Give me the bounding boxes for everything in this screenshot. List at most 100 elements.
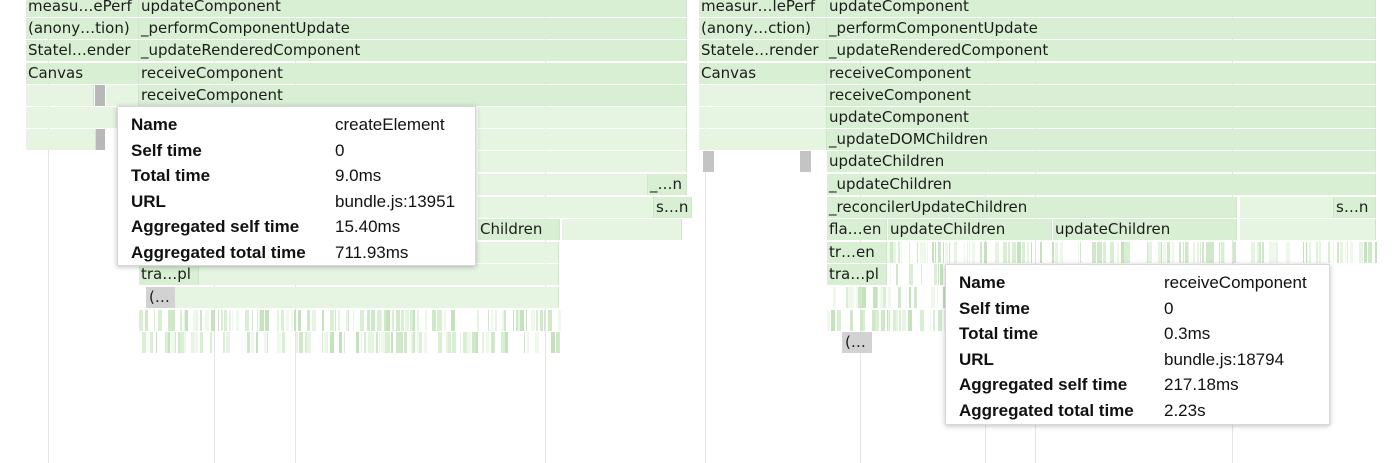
frame-sliver[interactable] bbox=[858, 287, 862, 308]
frame-child[interactable] bbox=[478, 107, 687, 128]
frame-sliver[interactable] bbox=[920, 310, 924, 331]
frame-sliver[interactable] bbox=[914, 287, 917, 308]
frame-sliver[interactable] bbox=[413, 332, 415, 353]
frame-selected[interactable] bbox=[703, 151, 714, 172]
frame-short-n-right[interactable]: s…n bbox=[1334, 197, 1376, 218]
frame-flatten[interactable]: fla…en bbox=[827, 219, 887, 240]
frame-sliver[interactable] bbox=[526, 310, 527, 331]
frame-sliver[interactable] bbox=[361, 310, 364, 331]
frame-update-rendered-component[interactable]: _updateRenderedComponent bbox=[139, 40, 687, 61]
frame-sliver[interactable] bbox=[229, 310, 231, 331]
frame-sliver[interactable] bbox=[896, 310, 898, 331]
frame-sliver[interactable] bbox=[831, 310, 835, 331]
frame-sliver[interactable] bbox=[467, 332, 471, 353]
frame-child[interactable] bbox=[699, 129, 827, 150]
frame-sliver[interactable] bbox=[150, 332, 153, 353]
frame-sliver[interactable] bbox=[846, 287, 848, 308]
frame-sliver[interactable] bbox=[1055, 242, 1058, 263]
frame-sliver[interactable] bbox=[194, 332, 198, 353]
frame-sliver[interactable] bbox=[540, 310, 543, 331]
frame-sliver[interactable] bbox=[524, 332, 525, 353]
frame-sliver[interactable] bbox=[980, 242, 982, 263]
frame-update-component-2-right[interactable]: updateComponent bbox=[827, 107, 1376, 128]
frame-sliver[interactable] bbox=[180, 332, 184, 353]
frame-sliver[interactable] bbox=[377, 310, 381, 331]
frame-sliver[interactable] bbox=[501, 332, 505, 353]
frame-selected[interactable] bbox=[95, 85, 105, 106]
frame-sliver[interactable] bbox=[232, 310, 233, 331]
frame-sliver[interactable] bbox=[410, 310, 413, 331]
frame-anonymous-right[interactable]: (anony…ction) bbox=[699, 18, 827, 39]
frame-sliver[interactable] bbox=[236, 310, 239, 331]
frame-sliver[interactable] bbox=[1259, 242, 1261, 263]
frame-sliver[interactable] bbox=[307, 310, 310, 331]
frame-child[interactable] bbox=[26, 107, 118, 128]
frame-sliver[interactable] bbox=[425, 310, 427, 331]
frame-sliver[interactable] bbox=[856, 287, 858, 308]
frame-sliver[interactable] bbox=[1210, 242, 1214, 263]
frame-sliver[interactable] bbox=[1368, 242, 1372, 263]
frame-sliver[interactable] bbox=[887, 242, 890, 263]
frame-sliver[interactable] bbox=[880, 287, 883, 308]
frame-sliver[interactable] bbox=[312, 310, 316, 331]
frame-sliver[interactable] bbox=[881, 310, 885, 331]
frame-child[interactable] bbox=[699, 107, 827, 128]
frame-sliver[interactable] bbox=[256, 332, 258, 353]
frame-sliver[interactable] bbox=[863, 310, 865, 331]
frame-selected[interactable] bbox=[800, 151, 811, 172]
frame-sliver[interactable] bbox=[291, 310, 293, 331]
frame-sliver[interactable] bbox=[1012, 242, 1016, 263]
frame-child[interactable] bbox=[106, 85, 139, 106]
frame-sliver[interactable] bbox=[1117, 242, 1119, 263]
frame-sliver[interactable] bbox=[437, 310, 440, 331]
frame-sliver[interactable] bbox=[224, 310, 227, 331]
frame-sliver[interactable] bbox=[1188, 242, 1189, 263]
frame-sliver[interactable] bbox=[281, 310, 284, 331]
frame-measure-perf-right[interactable]: measur…lePerf bbox=[699, 0, 827, 17]
frame-sliver[interactable] bbox=[452, 332, 456, 353]
frame-sliver[interactable] bbox=[277, 332, 281, 353]
frame-sliver[interactable] bbox=[1200, 242, 1201, 263]
frame-stateless-render[interactable]: Statel…ender bbox=[26, 40, 139, 61]
frame-sliver[interactable] bbox=[833, 287, 836, 308]
frame-sliver[interactable] bbox=[411, 332, 413, 353]
frame-sliver[interactable] bbox=[364, 332, 366, 353]
frame-sliver[interactable] bbox=[381, 310, 382, 331]
frame-sliver[interactable] bbox=[1092, 242, 1096, 263]
frame-child[interactable] bbox=[478, 197, 654, 218]
frame-strip[interactable] bbox=[139, 310, 561, 331]
frame-sliver[interactable] bbox=[932, 242, 934, 263]
frame-sliver[interactable] bbox=[252, 310, 253, 331]
frame-sliver[interactable] bbox=[200, 332, 203, 353]
frame-sliver[interactable] bbox=[196, 310, 198, 331]
frame-sliver[interactable] bbox=[391, 332, 393, 353]
frame-sliver[interactable] bbox=[392, 310, 394, 331]
frame-sliver[interactable] bbox=[1251, 242, 1255, 263]
frame-receive-component-right[interactable]: receiveComponent bbox=[827, 63, 1376, 84]
frame-sliver[interactable] bbox=[419, 332, 422, 353]
frame-sliver[interactable] bbox=[401, 310, 404, 331]
frame-strip[interactable] bbox=[827, 287, 947, 308]
frame-sliver[interactable] bbox=[446, 332, 448, 353]
frame-sliver[interactable] bbox=[850, 287, 854, 308]
frame-sliver[interactable] bbox=[226, 332, 230, 353]
frame-sliver[interactable] bbox=[949, 242, 950, 263]
frame-sliver[interactable] bbox=[873, 287, 877, 308]
frame-sliver[interactable] bbox=[1219, 242, 1220, 263]
frame-anonymous-short[interactable]: (… bbox=[146, 287, 175, 308]
frame-sliver[interactable] bbox=[463, 332, 467, 353]
frame-child[interactable] bbox=[478, 151, 687, 172]
frame-sliver[interactable] bbox=[1124, 242, 1126, 263]
frame-sliver[interactable] bbox=[937, 287, 938, 308]
frame-sliver[interactable] bbox=[1097, 242, 1101, 263]
frame-sliver[interactable] bbox=[1309, 242, 1311, 263]
frame-sliver[interactable] bbox=[1224, 242, 1225, 263]
frame-sliver[interactable] bbox=[516, 310, 518, 331]
frame-sliver[interactable] bbox=[211, 310, 215, 331]
frame-sliver[interactable] bbox=[1008, 242, 1010, 263]
frame-sliver[interactable] bbox=[969, 242, 970, 263]
frame-receive-component-2[interactable]: receiveComponent bbox=[139, 85, 687, 106]
frame-sliver[interactable] bbox=[381, 332, 385, 353]
frame-sliver[interactable] bbox=[1206, 242, 1210, 263]
frame-update-rendered-component-right[interactable]: _updateRenderedComponent bbox=[827, 40, 1376, 61]
